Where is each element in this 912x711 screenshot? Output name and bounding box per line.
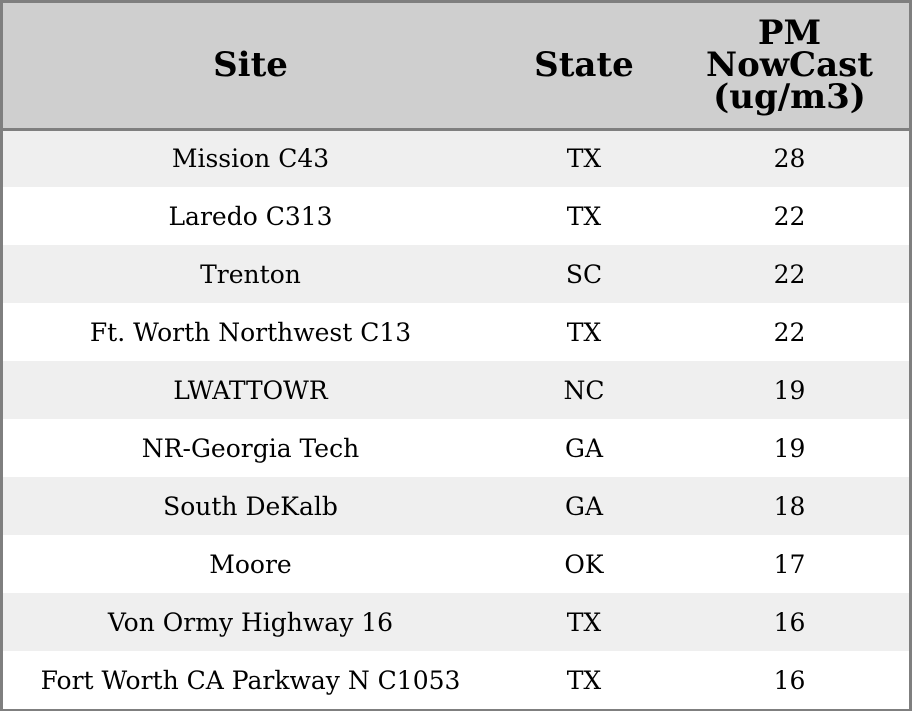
cell-pm: 19 [773, 433, 806, 463]
header-row: Site State PM NowCast (ug/m3) [3, 3, 909, 131]
table-row: Mission C43 TX 28 [3, 129, 909, 187]
cell-site: Moore [209, 549, 292, 579]
cell-site: Fort Worth CA Parkway N C1053 [40, 665, 461, 695]
cell-site: LWATTOWR [173, 375, 328, 405]
cell-site: Trenton [200, 259, 301, 289]
table-row: LWATTOWR NC 19 [3, 361, 909, 419]
cell-state: TX [566, 201, 602, 231]
table-row: Ft. Worth Northwest C13 TX 22 [3, 303, 909, 361]
header-pm-line-2: NowCast [706, 45, 873, 86]
header-pm-line-3: (ug/m3) [713, 77, 866, 118]
cell-state: OK [564, 549, 604, 579]
table-row: Trenton SC 22 [3, 245, 909, 303]
cell-pm: 17 [773, 549, 806, 579]
cell-pm: 28 [773, 144, 806, 174]
cell-state: GA [564, 433, 604, 463]
cell-state: TX [566, 317, 602, 347]
table-body: Mission C43 TX 28 Laredo C313 TX 22 Trenton SC 2… [3, 129, 909, 709]
table-row: South DeKalb GA 18 [3, 477, 909, 535]
cell-site: South DeKalb [163, 491, 338, 521]
header-pm-line-1: PM [757, 13, 822, 54]
cell-pm: 16 [773, 665, 806, 695]
table-row: Laredo C313 TX 22 [3, 187, 909, 245]
cell-pm: 22 [773, 317, 806, 347]
cell-site: Von Ormy Highway 16 [107, 607, 394, 637]
header-pm-nowcast: PM NowCast (ug/m3) [670, 3, 909, 131]
table-row: Fort Worth CA Parkway N C1053 TX 16 [3, 651, 909, 709]
header-state: State [498, 3, 670, 131]
cell-pm: 22 [773, 259, 806, 289]
cell-pm: 16 [773, 607, 806, 637]
cell-state: NC [563, 375, 605, 405]
cell-pm: 18 [773, 491, 806, 521]
cell-site: NR-Georgia Tech [141, 433, 360, 463]
header-state-line: State [534, 45, 634, 86]
cell-site: Laredo C313 [168, 201, 333, 231]
cell-state: GA [564, 491, 604, 521]
cell-state: SC [565, 259, 603, 289]
table-row: Moore OK 17 [3, 535, 909, 593]
cell-site: Ft. Worth Northwest C13 [89, 317, 412, 347]
cell-pm: 19 [773, 375, 806, 405]
cell-pm: 22 [773, 201, 806, 231]
table-row: Von Ormy Highway 16 TX 16 [3, 593, 909, 651]
header-site: Site [3, 3, 498, 131]
data-table: Site State PM NowCast (ug/m3) Mission C4… [3, 3, 909, 709]
header-site-line: Site [213, 45, 288, 86]
table-row: NR-Georgia Tech GA 19 [3, 419, 909, 477]
cell-site: Mission C43 [171, 144, 330, 174]
cell-state: TX [566, 665, 602, 695]
table-header: Site State PM NowCast (ug/m3) [3, 3, 909, 131]
cell-state: TX [566, 144, 602, 174]
cell-state: TX [566, 607, 602, 637]
